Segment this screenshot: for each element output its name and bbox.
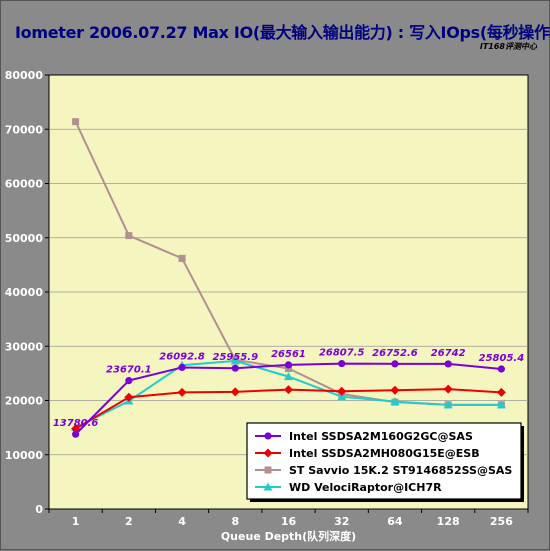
data-point [230,356,240,365]
data-point [284,385,293,395]
data-label: 26092.8 [159,351,205,362]
legend-marker [264,466,272,474]
y-tick-label: 70000 [5,123,44,136]
y-tick-label: 0 [35,503,43,516]
x-tick-label: 128 [437,515,460,528]
data-point [72,118,80,126]
data-point [177,387,187,397]
legend-label: Intel SSDSA2MH080G15E@ESB [289,447,480,460]
data-point [124,392,134,402]
y-tick-label: 20000 [5,395,44,408]
y-tick-label: 60000 [5,178,44,191]
data-point [231,364,239,372]
data-point [444,360,452,368]
data-point [284,372,293,381]
data-point [72,430,80,438]
y-tick-label: 40000 [5,286,44,299]
data-point [125,376,133,385]
data-point [443,384,453,394]
x-tick-label: 64 [387,515,403,528]
data-point [284,361,293,369]
data-point [496,400,506,409]
legend [246,422,522,500]
data-point [178,363,186,372]
y-tick-label: 50000 [5,232,44,245]
y-tick-label: 80000 [5,69,44,82]
data-label: 26561 [271,349,306,360]
chart-title: Iometer 2006.07.27 Max IO(最大输入输出能力) : 写入… [15,23,550,42]
data-label: 23670.1 [106,365,152,376]
data-label: 26807.5 [319,348,365,359]
data-point [390,385,400,395]
data-point [391,360,399,368]
data-point [443,400,453,409]
data-point [125,232,133,240]
x-tick-label: 16 [281,515,297,528]
data-point [230,387,240,397]
data-point [337,392,347,401]
legend-label: Intel SSDSA2M160G2GC@SAS [289,430,473,443]
data-label: 25955.9 [213,352,259,363]
x-tick-label: 256 [490,515,513,528]
data-label: 26742 [431,348,466,359]
x-tick-label: 8 [231,515,239,528]
data-label: 26752.6 [372,348,418,359]
data-label: 25805.4 [479,353,525,364]
legend-label: ST Savvio 15K.2 ST9146852SS@SAS [289,464,512,477]
data-point [178,254,186,262]
data-point [390,397,400,406]
x-tick-label: 2 [125,515,133,528]
x-tick-label: 32 [334,515,349,528]
x-axis-title: Queue Depth(队列深度) [221,529,356,543]
data-point [497,365,505,373]
legend-marker [263,448,273,458]
data-point [338,359,346,368]
x-tick-label: 4 [178,515,186,528]
data-point [496,387,506,397]
watermark: IT168评测中心 [479,42,537,51]
y-tick-label: 10000 [5,449,44,462]
data-point [337,386,347,396]
legend-label: WD VelociRaptor@ICH7R [289,481,442,494]
legend-marker [263,482,273,491]
legend-marker [264,432,272,440]
data-label: 13780.6 [53,418,99,429]
x-tick-label: 1 [72,515,80,528]
y-tick-label: 30000 [5,340,44,353]
